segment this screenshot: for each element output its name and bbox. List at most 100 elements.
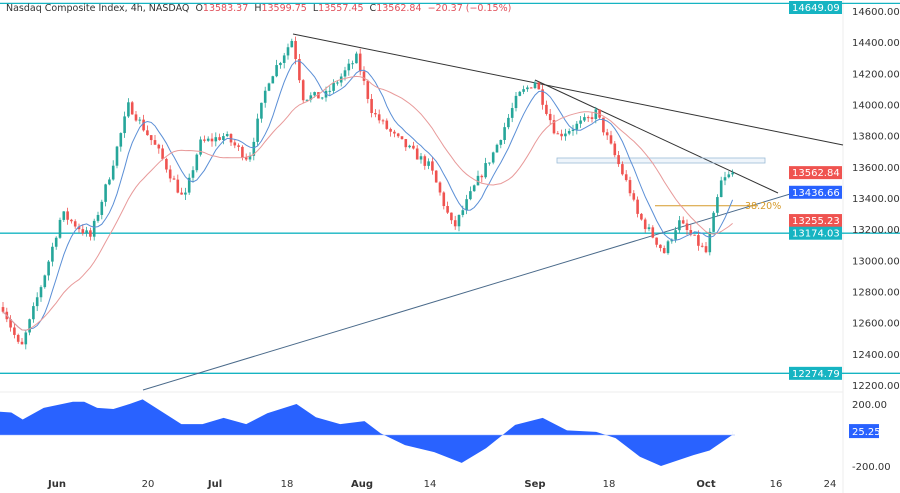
- oscillator-value-tag: 25.25: [849, 424, 881, 439]
- resistance-zone[interactable]: [556, 157, 766, 164]
- candle: [586, 115, 590, 122]
- candle: [423, 154, 427, 170]
- rising-support-trendline[interactable]: [142, 187, 811, 391]
- candle: [248, 152, 252, 162]
- time-axis-tick: Oct: [696, 479, 715, 490]
- candle: [282, 52, 286, 69]
- candle: [567, 128, 571, 136]
- candle: [184, 187, 187, 200]
- candle: [123, 111, 126, 138]
- candle: [708, 228, 712, 256]
- candle: [263, 86, 267, 108]
- candle: [172, 175, 176, 180]
- candle: [415, 145, 419, 160]
- candle: [537, 81, 541, 90]
- candle: [613, 141, 617, 158]
- candle: [400, 136, 404, 140]
- candle: [58, 217, 62, 239]
- candle: [731, 169, 734, 177]
- candle: [583, 113, 586, 123]
- candle: [43, 274, 47, 289]
- candle: [431, 157, 434, 175]
- candle: [301, 79, 305, 104]
- price-axis-tick: 12400.00: [852, 350, 900, 361]
- candle: [716, 194, 719, 217]
- drawings[interactable]: [142, 33, 844, 391]
- candle: [655, 237, 658, 248]
- candle: [476, 170, 480, 186]
- price-axis-tick: 14000.00: [852, 100, 900, 111]
- svg-text:14649.09: 14649.09: [792, 3, 840, 14]
- candle: [92, 218, 96, 241]
- candle: [111, 160, 115, 181]
- open-label: O: [195, 3, 203, 14]
- candle: [108, 177, 111, 186]
- candle: [267, 82, 271, 92]
- candle: [351, 60, 354, 69]
- candle: [73, 219, 77, 229]
- upper-trendline[interactable]: [292, 33, 844, 146]
- price-tag: 13436.66: [789, 185, 842, 199]
- symbol-title: Nasdaq Composite Index, 4h, NASDAQ: [6, 3, 190, 14]
- candle: [602, 117, 605, 136]
- candle: [408, 144, 411, 149]
- candle: [412, 141, 415, 150]
- candle: [20, 337, 24, 345]
- candle: [24, 329, 28, 350]
- candle: [85, 226, 88, 237]
- candle: [579, 116, 582, 128]
- chart-legend: Nasdaq Composite Index, 4h, NASDAQ O1358…: [6, 3, 511, 14]
- candle: [526, 85, 529, 92]
- candle: [609, 130, 613, 145]
- candle: [260, 102, 263, 123]
- candle: [643, 217, 647, 233]
- candle: [191, 166, 195, 183]
- low-label: L: [312, 3, 319, 14]
- candle: [317, 92, 320, 99]
- candle: [309, 92, 313, 103]
- candle: [161, 144, 164, 161]
- steep-trendline[interactable]: [534, 79, 779, 194]
- price-axis-tick: 12200.00: [852, 381, 900, 392]
- low-value: 13557.45: [318, 3, 364, 14]
- price-axis-tick: 13200.00: [852, 225, 900, 236]
- candle: [659, 244, 662, 252]
- candle: [294, 36, 297, 65]
- osc-axis-tick: -200.00: [852, 462, 891, 473]
- candle: [168, 165, 172, 183]
- candle: [290, 38, 294, 48]
- candle: [51, 242, 54, 267]
- candle: [719, 176, 723, 198]
- price-tag: 12274.79: [789, 366, 842, 380]
- candle: [560, 129, 563, 141]
- candle: [693, 234, 696, 236]
- candle: [187, 173, 191, 195]
- candle: [685, 219, 689, 235]
- candle: [210, 133, 214, 147]
- slow-moving-average: [2, 75, 733, 331]
- candle: [704, 241, 708, 254]
- time-axis-tick: Sep: [524, 479, 545, 490]
- price-axis-tick: 12800.00: [852, 287, 900, 298]
- candle: [381, 118, 385, 125]
- candle: [636, 196, 639, 218]
- candle: [28, 318, 31, 336]
- candle: [119, 132, 123, 152]
- time-axis-tick: 16: [770, 479, 783, 490]
- candle: [438, 181, 442, 196]
- time-axis-tick: 18: [603, 479, 616, 490]
- candle: [522, 85, 525, 95]
- candle: [362, 66, 366, 86]
- candle: [678, 215, 681, 233]
- candle: [134, 111, 138, 122]
- candle: [681, 216, 685, 225]
- candle: [279, 61, 282, 69]
- candle: [100, 199, 104, 220]
- candle: [180, 187, 183, 195]
- candle: [396, 132, 400, 138]
- candle: [575, 121, 579, 135]
- candle: [389, 127, 392, 137]
- candle: [617, 151, 620, 167]
- time-axis-tick: Aug: [351, 479, 373, 490]
